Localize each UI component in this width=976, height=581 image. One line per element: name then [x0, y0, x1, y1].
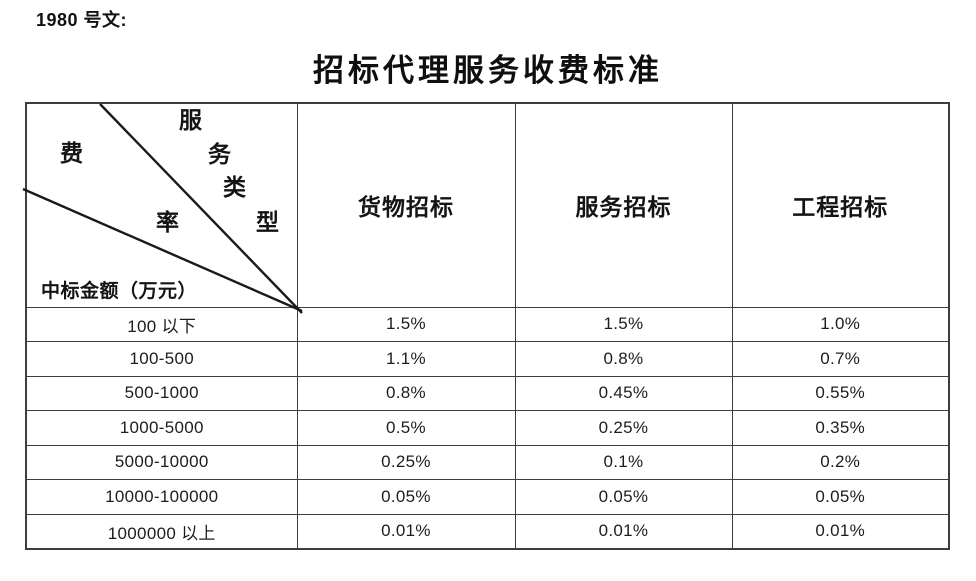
fee-cell: 0.8% — [514, 341, 733, 377]
fee-standard-table: 服 务 类 型 费 率 中标金额（万元） 货物招标 服务招标 工程招标 100 … — [22, 102, 950, 550]
diag-type-char: 务 — [208, 142, 231, 167]
diagonal-divider-lines — [22, 103, 303, 314]
fee-cell: 1.1% — [296, 341, 516, 377]
diag-type-char: 服 — [179, 108, 202, 133]
diag-type-char: 类 — [223, 175, 246, 200]
fee-cell: 1.0% — [731, 306, 950, 342]
fee-cell: 0.7% — [731, 341, 950, 377]
row-label: 1000-5000 — [25, 410, 298, 446]
row-label: 5000-10000 — [25, 444, 298, 480]
row-label: 100 以下 — [25, 306, 298, 342]
fee-cell: 0.05% — [514, 479, 733, 515]
fee-cell: 0.45% — [514, 375, 733, 411]
fee-cell: 0.25% — [296, 444, 516, 480]
page-title: 招标代理服务收费标准 — [313, 53, 663, 88]
table-row: 5000-10000 0.25% 0.1% 0.2% — [25, 444, 950, 480]
diag-rate-char: 费 — [60, 141, 83, 166]
table-row: 500-1000 0.8% 0.45% 0.55% — [25, 375, 950, 411]
doc-ref-label: 1980 号文: — [36, 10, 128, 30]
header-row: 服 务 类 型 费 率 中标金额（万元） 货物招标 服务招标 工程招标 — [22, 102, 950, 314]
column-header-goods: 货物招标 — [296, 102, 516, 308]
diag-type-char: 型 — [256, 210, 279, 235]
row-label: 500-1000 — [25, 375, 298, 411]
table-row: 1000-5000 0.5% 0.25% 0.35% — [25, 410, 950, 446]
fee-cell: 0.25% — [514, 410, 733, 446]
table-row: 1000000 以上 0.01% 0.01% 0.01% — [25, 513, 950, 549]
column-header-service: 服务招标 — [514, 102, 733, 308]
table-row: 100 以下 1.5% 1.5% 1.0% — [25, 306, 950, 342]
fee-cell: 0.01% — [514, 513, 733, 549]
fee-cell: 0.8% — [296, 375, 516, 411]
fee-cell: 0.55% — [731, 375, 950, 411]
row-label: 10000-100000 — [25, 479, 298, 515]
fee-cell: 0.05% — [731, 479, 950, 515]
row-label: 100-500 — [25, 341, 298, 377]
diag-rate-char: 率 — [156, 210, 179, 235]
column-header-engineering: 工程招标 — [731, 102, 950, 308]
table-row: 100-500 1.1% 0.8% 0.7% — [25, 341, 950, 377]
amount-label: 中标金额（万元） — [41, 281, 198, 302]
fee-cell: 0.2% — [731, 444, 950, 480]
corner-header-cell: 服 务 类 型 费 率 中标金额（万元） — [22, 102, 303, 314]
fee-cell: 0.01% — [731, 513, 950, 549]
row-label: 1000000 以上 — [25, 513, 298, 549]
fee-cell: 0.35% — [731, 410, 950, 446]
fee-cell: 1.5% — [514, 306, 733, 342]
fee-cell: 0.1% — [514, 444, 733, 480]
fee-cell: 0.01% — [296, 513, 516, 549]
table-row: 10000-100000 0.05% 0.05% 0.05% — [25, 479, 950, 515]
fee-cell: 0.5% — [296, 410, 516, 446]
fee-cell: 0.05% — [296, 479, 516, 515]
fee-cell: 1.5% — [296, 306, 516, 342]
